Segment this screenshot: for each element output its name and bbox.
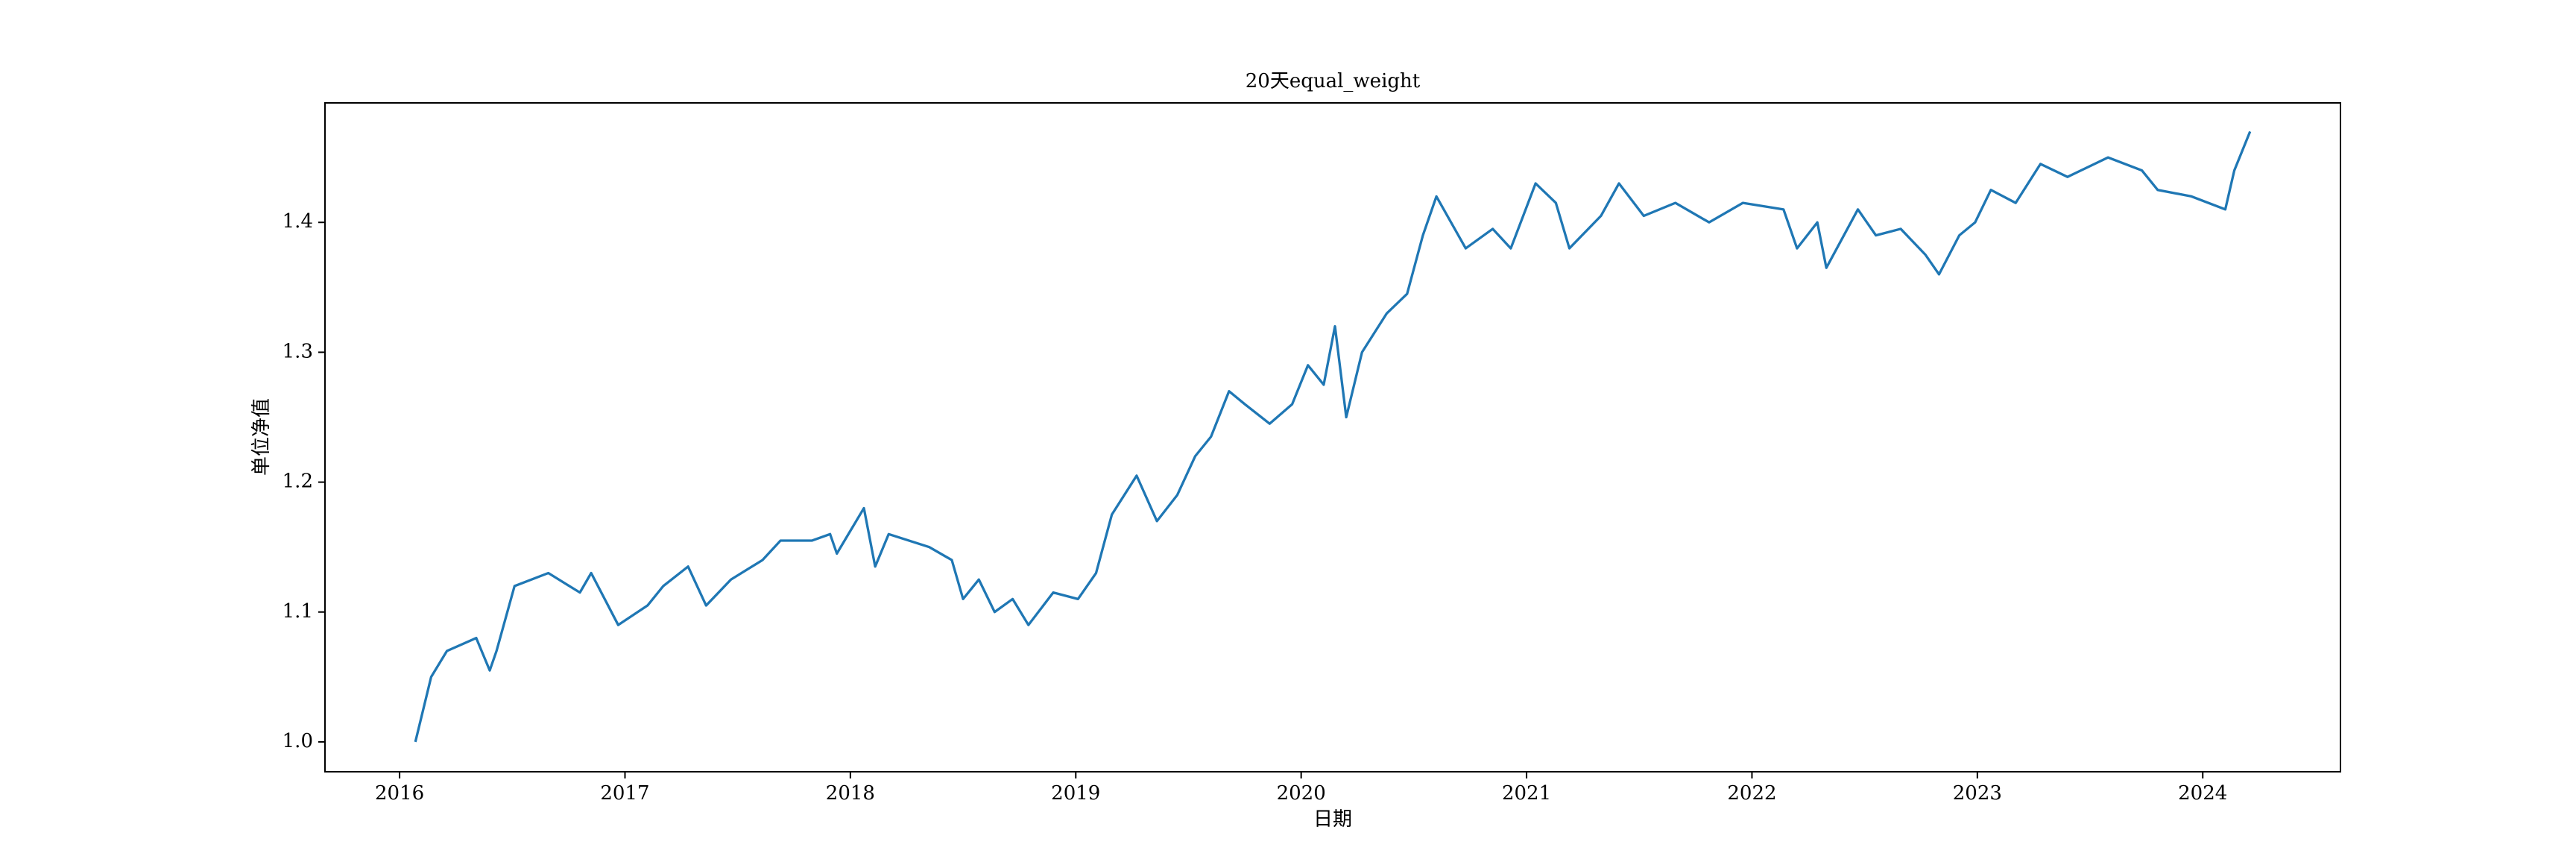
chart-title: 20天equal_weight xyxy=(1246,70,1421,92)
plot-frame xyxy=(324,102,2341,773)
y-tick-label: 1.4 xyxy=(282,210,313,233)
y-axis-label: 单位净值 xyxy=(250,398,273,476)
x-tick-label: 2016 xyxy=(375,782,424,805)
x-tick-label: 2024 xyxy=(2178,782,2227,805)
x-tick-label: 2021 xyxy=(1502,782,1551,805)
x-tick-label: 2022 xyxy=(1727,782,1776,805)
y-tick-label: 1.1 xyxy=(282,600,313,623)
x-tick-label: 2017 xyxy=(600,782,649,805)
x-tick-label: 2019 xyxy=(1051,782,1100,805)
x-tick-label: 2018 xyxy=(826,782,875,805)
y-tick-label: 1.3 xyxy=(282,340,313,362)
x-axis-label: 日期 xyxy=(1313,808,1352,831)
y-tick-label: 1.0 xyxy=(282,730,313,752)
y-tick-label: 1.2 xyxy=(282,471,313,493)
data-line xyxy=(414,130,2252,743)
x-tick-label: 2023 xyxy=(1953,782,2002,805)
x-tick-label: 2020 xyxy=(1277,782,1326,805)
